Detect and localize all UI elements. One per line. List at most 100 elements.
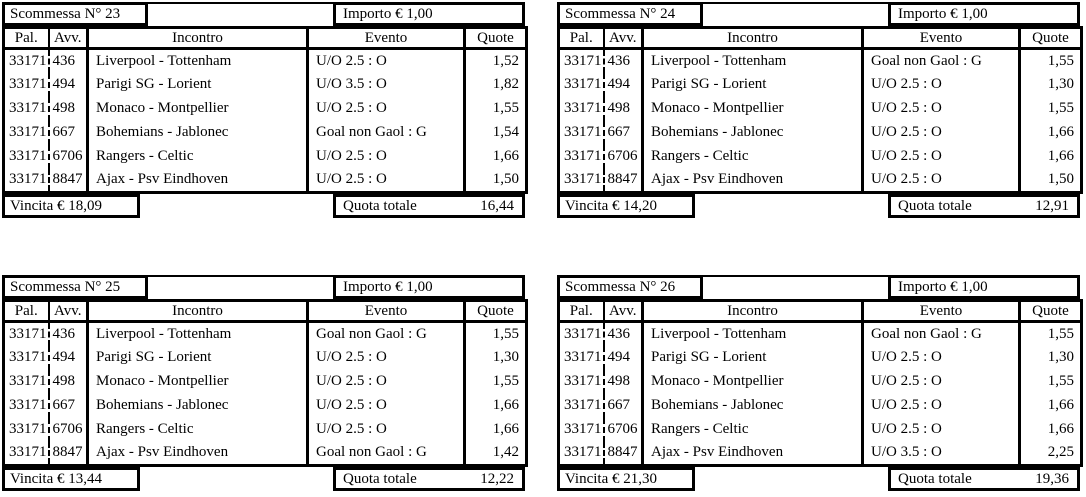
bet-pal-number: 33171 <box>3 96 50 121</box>
bet-incontro: Rangers - Celtic <box>642 144 864 169</box>
bet-incontro: Parigi SG - Lorient <box>87 72 309 97</box>
table-header-row: Pal. Avv. Incontro Evento Quote <box>3 27 527 50</box>
bet-row: 33171 436 Liverpool - Tottenham Goal non… <box>3 321 527 346</box>
bet-row: 33171 667 Bohemians - Jablonec Goal non … <box>3 120 527 145</box>
slip-importo: Importo € 1,00 <box>888 2 1080 26</box>
bet-quote: 1,30 <box>1047 349 1074 365</box>
bet-evento: U/O 3.5 : O <box>862 441 1021 466</box>
bet-avv-number: 436 <box>603 48 644 73</box>
slip-header-band: Scommessa N° 23 Importo € 1,00 <box>2 2 525 26</box>
bet-evento: U/O 2.5 : O <box>862 369 1021 394</box>
col-header-quote: Quote <box>464 300 527 323</box>
quota-totale-label: Quota totale <box>343 197 417 214</box>
bet-avv-number: 436 <box>48 48 89 73</box>
bet-quote: 1,55 <box>1047 373 1074 389</box>
bet-row: 33171 6706 Rangers - Celtic U/O 2.5 : O … <box>558 144 1082 169</box>
col-header-avv: Avv. <box>48 300 89 323</box>
slip-title: Scommessa N° 24 <box>557 2 703 26</box>
slip-header-band: Scommessa N° 25 Importo € 1,00 <box>2 275 525 299</box>
bet-row: 33171 494 Parigi SG - Lorient U/O 2.5 : … <box>558 345 1082 370</box>
quota-totale-value: 19,36 <box>1035 470 1069 487</box>
table-header-row: Pal. Avv. Incontro Evento Quote <box>558 27 1082 50</box>
bet-avv-number: 6706 <box>48 417 89 442</box>
bet-avv-number: 6706 <box>603 144 644 169</box>
bet-avv-number: 498 <box>603 369 644 394</box>
bet-evento: Goal non Gaol : G <box>862 321 1021 346</box>
bet-avv-number: 8847 <box>48 441 89 466</box>
col-header-avv: Avv. <box>603 300 644 323</box>
bet-pal-number: 33171 <box>3 144 50 169</box>
bet-incontro: Ajax - Psv Eindhoven <box>642 168 864 193</box>
bet-quote: 2,25 <box>1047 444 1074 461</box>
bet-pal-number: 33171 <box>3 48 50 73</box>
bet-evento: U/O 2.5 : O <box>862 72 1021 97</box>
col-header-incontro: Incontro <box>87 27 309 50</box>
bet-row: 33171 8847 Ajax - Psv Eindhoven Goal non… <box>3 441 527 466</box>
bet-quote: 1,30 <box>492 349 519 365</box>
bet-incontro: Bohemians - Jablonec <box>87 393 309 418</box>
bet-quote: 1,66 <box>1047 421 1074 437</box>
bet-incontro: Ajax - Psv Eindhoven <box>642 441 864 466</box>
bet-incontro: Rangers - Celtic <box>642 417 864 442</box>
bet-slip: Scommessa N° 26 Importo € 1,00 Pal. Avv.… <box>557 275 1083 491</box>
bet-incontro: Liverpool - Tottenham <box>87 48 309 73</box>
bet-evento: U/O 2.5 : O <box>862 345 1021 370</box>
bet-avv-number: 667 <box>603 393 644 418</box>
bet-row: 33171 436 Liverpool - Tottenham Goal non… <box>558 48 1082 73</box>
bet-incontro: Monaco - Montpellier <box>87 369 309 394</box>
bet-pal-number: 33171 <box>558 120 605 145</box>
bet-quote: 1,55 <box>1047 325 1074 342</box>
bet-incontro: Rangers - Celtic <box>87 417 309 442</box>
bet-avv-number: 667 <box>48 393 89 418</box>
bet-quote: 1,66 <box>492 421 519 437</box>
slip-vincita: Vincita € 13,44 <box>2 467 140 491</box>
bet-row: 33171 6706 Rangers - Celtic U/O 2.5 : O … <box>3 417 527 442</box>
quota-totale-value: 12,91 <box>1035 197 1069 214</box>
quota-totale-label: Quota totale <box>898 197 972 214</box>
table-header-row: Pal. Avv. Incontro Evento Quote <box>558 300 1082 323</box>
bets-table: Pal. Avv. Incontro Evento Quote 33171 43… <box>557 299 1083 467</box>
bet-row: 33171 667 Bohemians - Jablonec U/O 2.5 :… <box>3 393 527 418</box>
bet-quote: 1,30 <box>1047 76 1074 92</box>
bet-evento: Goal non Gaol : G <box>307 441 466 466</box>
bet-evento: Goal non Gaol : G <box>307 321 466 346</box>
slip-quota-totale: Quota totale 19,36 <box>888 467 1080 491</box>
bet-slip: Scommessa N° 25 Importo € 1,00 Pal. Avv.… <box>2 275 528 491</box>
col-header-incontro: Incontro <box>642 300 864 323</box>
bet-pal-number: 33171 <box>3 168 50 193</box>
bet-pal-number: 33171 <box>558 321 605 346</box>
bet-avv-number: 436 <box>603 321 644 346</box>
bet-quote: 1,52 <box>492 52 519 69</box>
bet-evento: U/O 2.5 : O <box>307 48 466 73</box>
bet-avv-number: 8847 <box>603 441 644 466</box>
col-header-avv: Avv. <box>48 27 89 50</box>
bet-quote: 1,55 <box>492 325 519 342</box>
bet-quote: 1,66 <box>492 397 519 413</box>
bet-quote: 1,66 <box>1047 397 1074 413</box>
bet-quote: 1,55 <box>1047 100 1074 116</box>
bet-pal-number: 33171 <box>558 441 605 466</box>
bet-quote: 1,50 <box>492 171 519 188</box>
bet-row: 33171 494 Parigi SG - Lorient U/O 2.5 : … <box>3 345 527 370</box>
bet-incontro: Bohemians - Jablonec <box>642 393 864 418</box>
bet-evento: U/O 2.5 : O <box>307 345 466 370</box>
header-top-rule <box>557 275 1080 277</box>
col-header-incontro: Incontro <box>87 300 309 323</box>
quota-totale-label: Quota totale <box>343 470 417 487</box>
bet-slip: Scommessa N° 23 Importo € 1,00 Pal. Avv.… <box>2 2 528 218</box>
bet-row: 33171 667 Bohemians - Jablonec U/O 2.5 :… <box>558 393 1082 418</box>
bet-pal-number: 33171 <box>3 369 50 394</box>
slip-header-band: Scommessa N° 24 Importo € 1,00 <box>557 2 1080 26</box>
bet-quote: 1,54 <box>492 124 519 140</box>
slip-footer-band: Vincita € 18,09 Quota totale 16,44 <box>2 194 525 218</box>
bets-table: Pal. Avv. Incontro Evento Quote 33171 43… <box>557 26 1083 194</box>
bet-evento: U/O 2.5 : O <box>862 393 1021 418</box>
bet-avv-number: 498 <box>48 96 89 121</box>
bet-evento: U/O 2.5 : O <box>307 168 466 193</box>
quota-totale-value: 16,44 <box>480 197 514 214</box>
bet-row: 33171 8847 Ajax - Psv Eindhoven U/O 3.5 … <box>558 441 1082 466</box>
bet-pal-number: 33171 <box>558 168 605 193</box>
bet-incontro: Bohemians - Jablonec <box>642 120 864 145</box>
col-header-pal: Pal. <box>3 300 50 323</box>
